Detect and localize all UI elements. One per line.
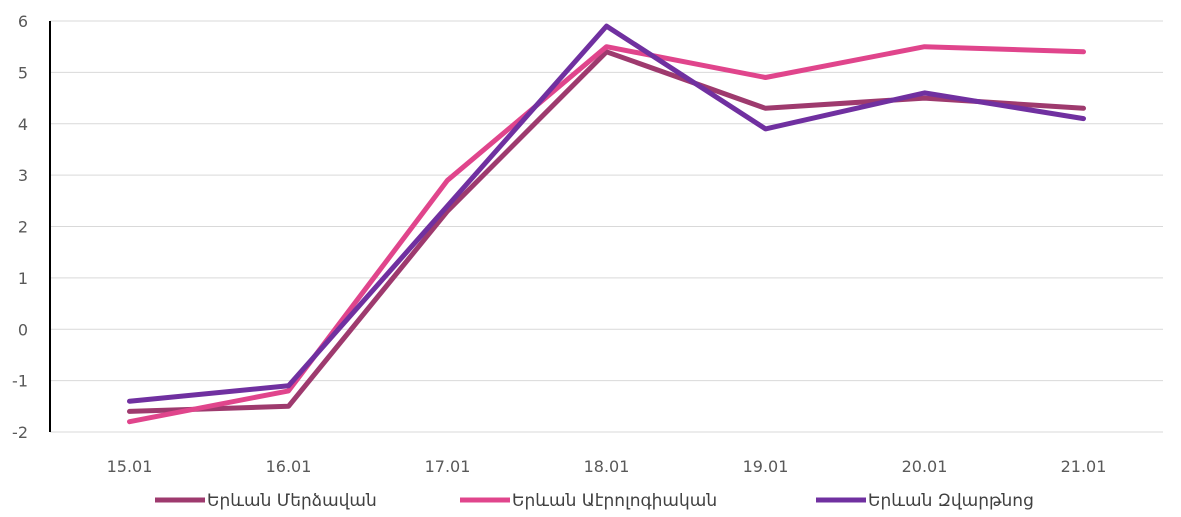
x-tick-label: 18.01 bbox=[584, 457, 630, 476]
y-tick-label: 3 bbox=[18, 166, 28, 185]
legend: Երևան Մերձավան Երևան Աէրոլոգիական Երևան Զվ… bbox=[155, 491, 1034, 511]
series-line bbox=[127, 49, 1086, 414]
y-axis-ticks: -2 -1 0 1 2 3 4 5 6 bbox=[12, 12, 28, 442]
x-tick-label: 21.01 bbox=[1061, 457, 1107, 476]
y-tick-label: 2 bbox=[18, 218, 28, 237]
x-tick-label: 16.01 bbox=[266, 457, 312, 476]
y-tick-label: 4 bbox=[18, 115, 28, 134]
x-tick-label: 19.01 bbox=[743, 457, 789, 476]
y-tick-label: 0 bbox=[18, 320, 28, 339]
x-tick-label: 17.01 bbox=[425, 457, 471, 476]
legend-label: Երևան Զվարթնոց bbox=[868, 491, 1034, 511]
y-tick-label: 5 bbox=[18, 63, 28, 82]
x-tick-label: 20.01 bbox=[902, 457, 948, 476]
y-tick-label: 6 bbox=[18, 12, 28, 31]
y-tick-label: -1 bbox=[12, 372, 28, 391]
series-line bbox=[127, 44, 1086, 425]
y-tick-label: 1 bbox=[18, 269, 28, 288]
x-tick-label: 15.01 bbox=[107, 457, 153, 476]
legend-label: Երևան Աէրոլոգիական bbox=[512, 491, 717, 511]
gridlines bbox=[50, 20, 1163, 433]
y-tick-label: -2 bbox=[12, 423, 28, 442]
series-line bbox=[127, 23, 1086, 404]
legend-label: Երևան Մերձավան bbox=[207, 491, 377, 511]
x-axis-ticks: 15.01 16.01 17.01 18.01 19.01 20.01 21.01 bbox=[107, 457, 1107, 476]
series-lines bbox=[127, 23, 1086, 425]
